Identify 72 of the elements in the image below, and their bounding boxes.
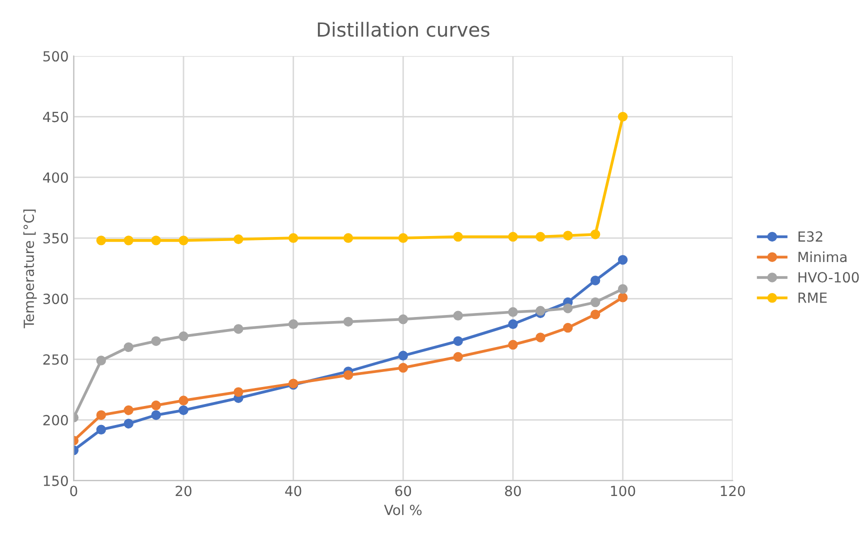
y-tick-label: 200: [43, 414, 68, 426]
y-axis-title: Temperature [°C]: [23, 210, 37, 328]
point: [618, 284, 628, 294]
y-tick-label: 450: [43, 112, 68, 122]
point: [124, 418, 134, 428]
point: [590, 297, 600, 308]
x-axis-title: Vol %: [384, 504, 422, 516]
point: [398, 350, 408, 361]
y-tick-label: 150: [44, 476, 68, 486]
point: [151, 410, 161, 420]
y-tick-label: 400: [43, 172, 68, 183]
point: [234, 324, 244, 334]
legend-label: E32: [798, 231, 822, 242]
point: [508, 319, 518, 329]
point: [178, 331, 188, 342]
point: [151, 336, 161, 346]
y-tick-label: 500: [43, 51, 68, 62]
point: [343, 233, 354, 243]
x-tick-label: 0: [70, 486, 78, 496]
point: [124, 405, 134, 416]
point: [536, 232, 546, 242]
point: [618, 292, 628, 302]
y-tick-label: 350: [43, 232, 68, 244]
x-tick-label: 120: [720, 486, 745, 496]
point: [618, 254, 628, 265]
point: [536, 332, 546, 342]
point: [234, 387, 244, 397]
point: [124, 236, 134, 246]
point: [453, 310, 463, 320]
point: [96, 356, 106, 366]
point: [96, 236, 106, 246]
point: [178, 396, 188, 406]
point: [563, 230, 573, 240]
legend-label: Minima: [798, 251, 846, 262]
point: [96, 424, 106, 435]
y-tick-label: 300: [43, 294, 68, 304]
point: [178, 405, 188, 416]
point: [508, 232, 518, 242]
x-tick-label: 60: [395, 486, 412, 496]
point: [453, 232, 463, 242]
point: [398, 233, 408, 243]
point: [508, 340, 518, 350]
legend-label: RME: [798, 292, 827, 303]
point: [96, 410, 106, 420]
point: [288, 319, 298, 329]
point: [151, 400, 161, 410]
point: [151, 236, 161, 246]
point: [234, 234, 244, 244]
point: [288, 233, 298, 243]
x-tick-label: 80: [505, 486, 521, 496]
point: [590, 276, 600, 286]
point: [590, 310, 600, 320]
x-tick-label: 20: [176, 486, 192, 496]
chart-title: Distillation curves: [318, 22, 490, 37]
point: [453, 336, 463, 346]
point: [618, 112, 628, 122]
point: [563, 304, 573, 314]
legend-label: HVO-100: [798, 272, 859, 283]
x-tick-label: 100: [611, 486, 636, 496]
point: [453, 352, 463, 362]
point: [536, 306, 546, 316]
point: [508, 307, 518, 317]
point: [343, 370, 354, 380]
point: [124, 342, 134, 352]
point: [178, 236, 188, 246]
point: [343, 316, 354, 327]
x-tick-label: 40: [285, 486, 302, 496]
point: [398, 362, 408, 373]
y-tick-label: 250: [43, 354, 68, 365]
point: [590, 230, 600, 240]
point: [563, 322, 573, 333]
point: [398, 314, 408, 324]
